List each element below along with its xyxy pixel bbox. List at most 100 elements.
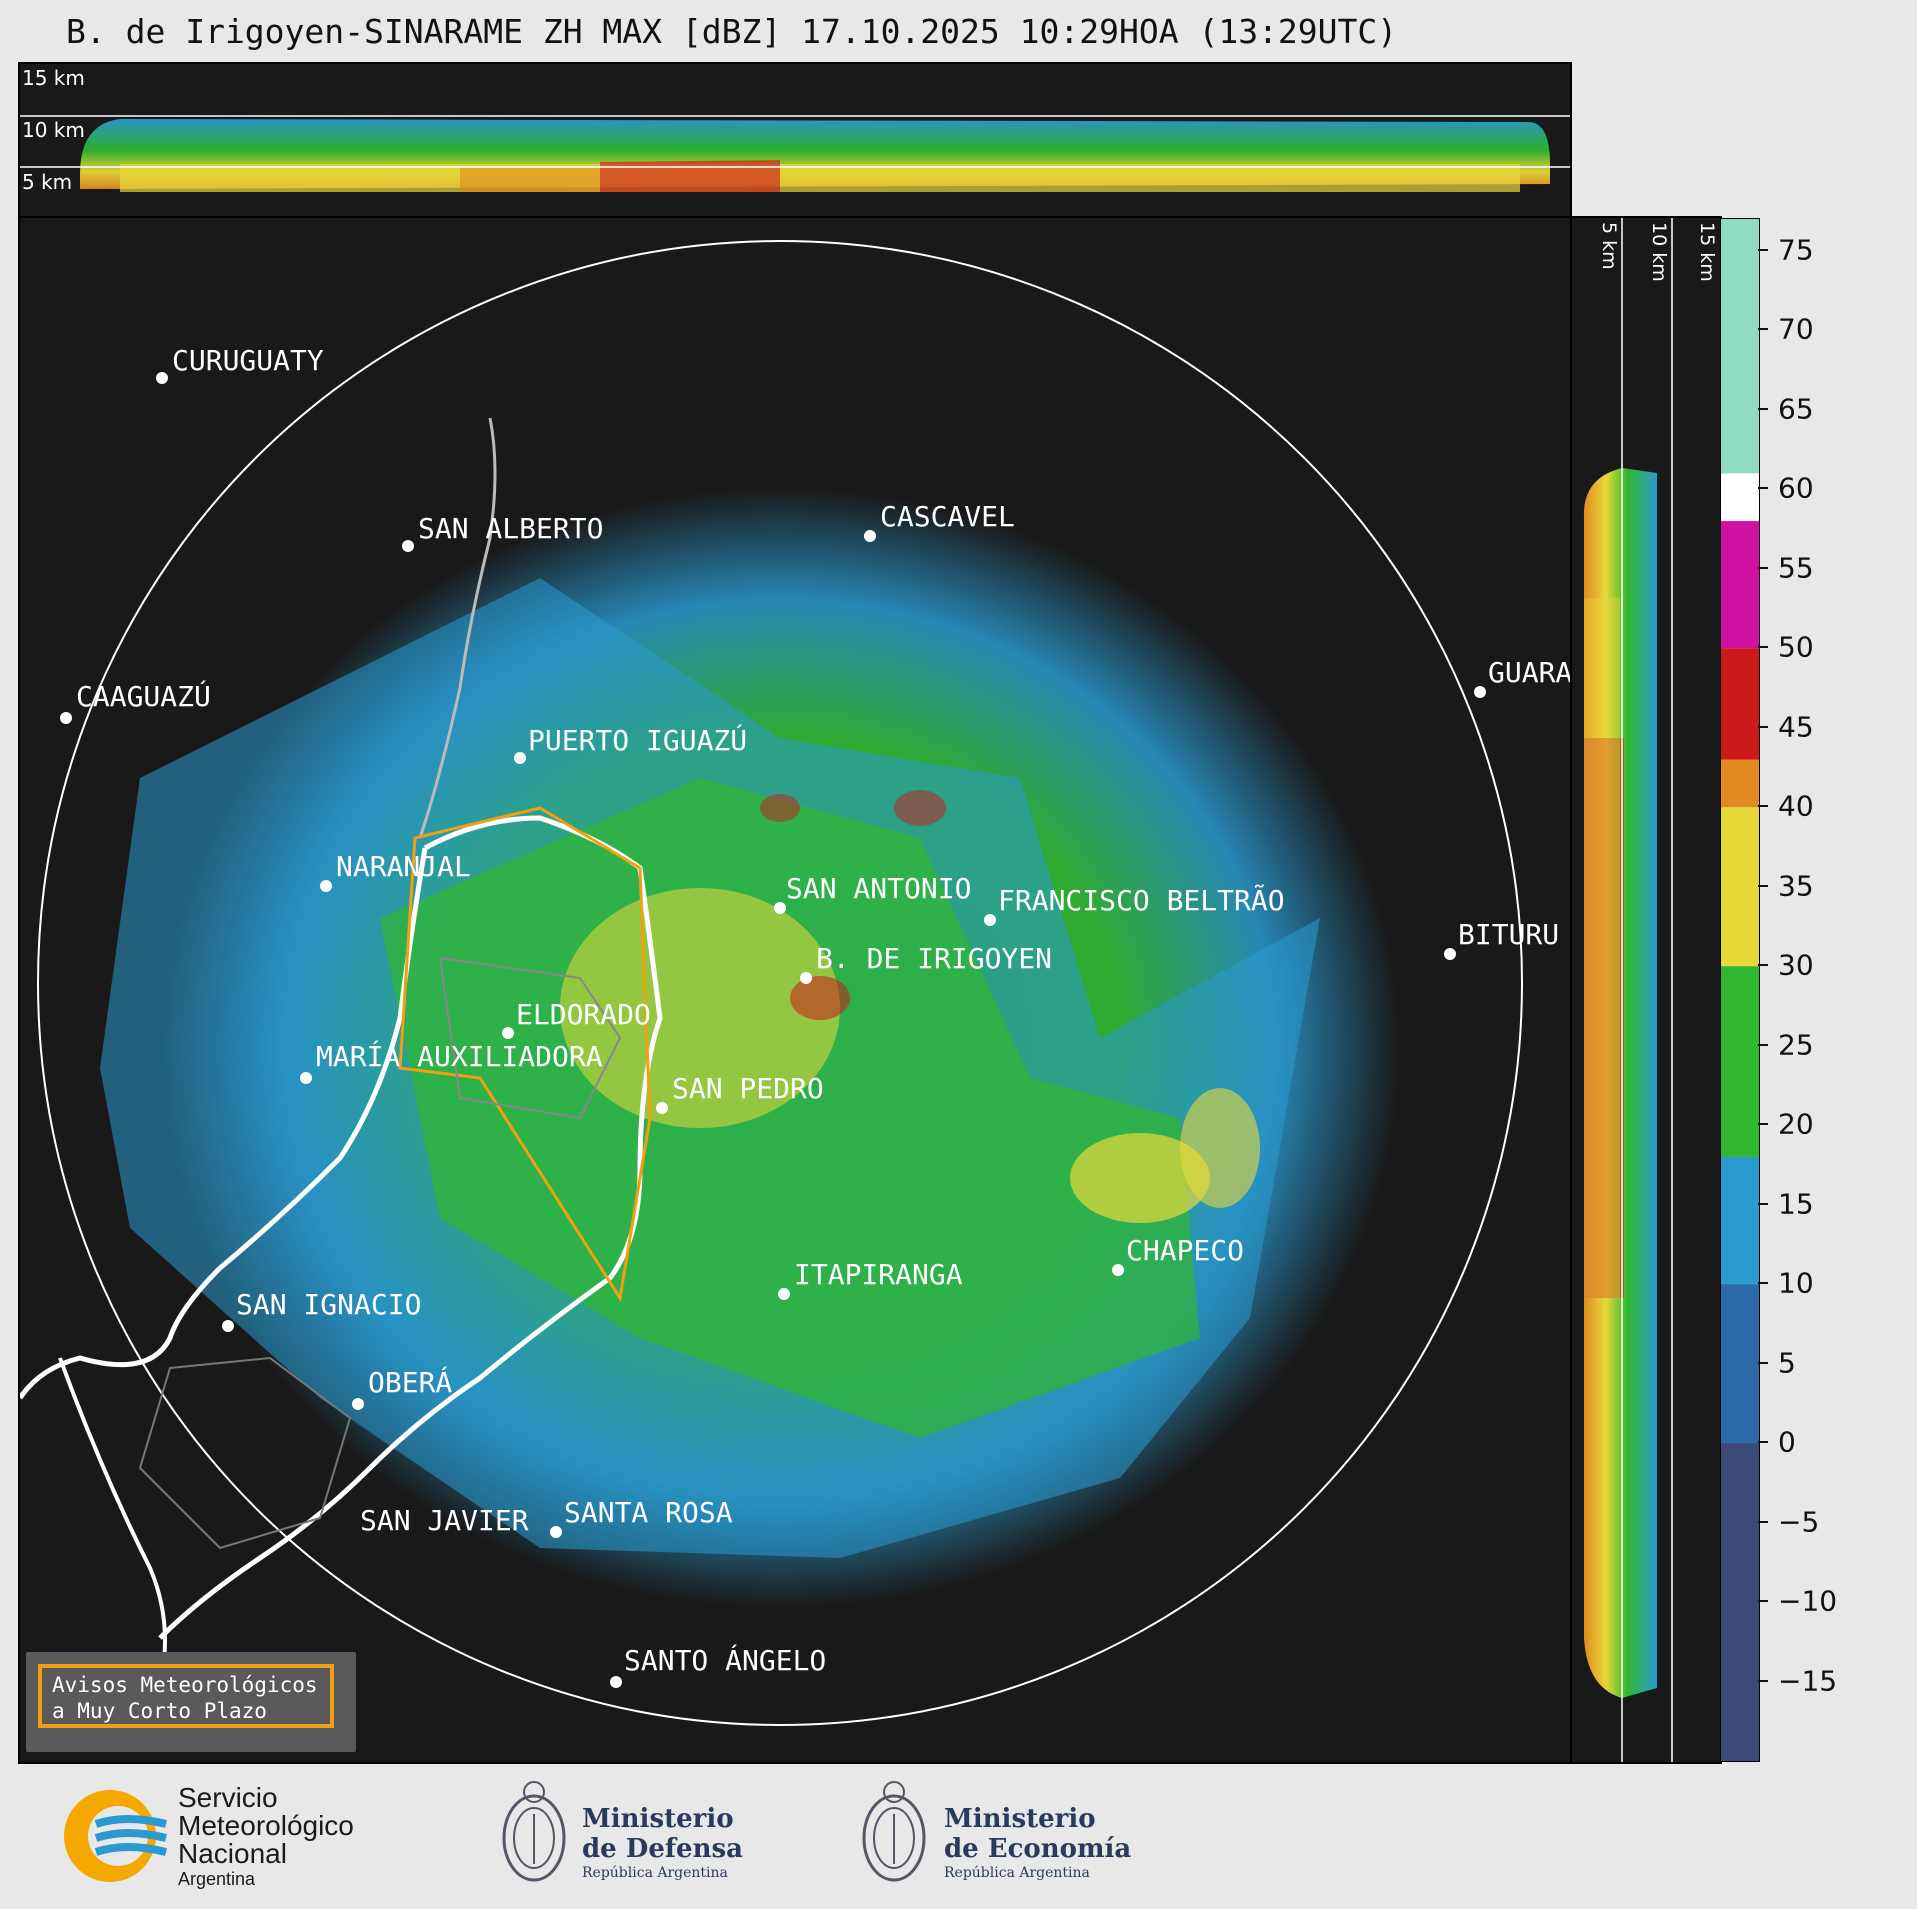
top-cross-section-plot — [20, 115, 1570, 192]
colorbar-tick-label: 60 — [1778, 471, 1814, 505]
colorbar-tick-mark — [1758, 964, 1768, 967]
colorbar-tick-label: 75 — [1778, 233, 1814, 267]
smn-line-4: Argentina — [178, 1869, 256, 1889]
colorbar-band — [1721, 807, 1759, 967]
city-marker-chapeco: CHAPECO — [1112, 1234, 1244, 1276]
city-marker-bituru: BITURU — [1444, 918, 1559, 960]
colorbar-tick-label: 40 — [1778, 789, 1814, 823]
city-marker-san-javier: SAN JAVIER — [360, 1504, 529, 1537]
city-marker-san-antonio: SAN ANTONIO — [774, 872, 971, 914]
city-label-francisco-beltrao: FRANCISCO BELTRÃO — [998, 884, 1285, 917]
colorbar-tick-label: 45 — [1778, 710, 1814, 744]
city-label-itapiranga: ITAPIRANGA — [794, 1258, 963, 1291]
city-label-eldorado: ELDORADO — [516, 998, 651, 1031]
colorbar-tick-mark — [1758, 566, 1768, 569]
city-label-chapeco: CHAPECO — [1126, 1234, 1244, 1267]
city-label-obera: OBERÁ — [368, 1365, 452, 1399]
colorbar-band — [1721, 1443, 1759, 1761]
colorbar-tick-mark — [1758, 248, 1768, 251]
city-label-caaguazu: CAAGUAZÚ — [76, 679, 211, 713]
colorbar-tick-label: 35 — [1778, 869, 1814, 903]
warnings-line-2: a Muy Corto Plazo — [52, 1699, 267, 1723]
city-marker-santo-angelo: SANTO ÁNGELO — [610, 1643, 826, 1688]
right-cross-section-plot — [1583, 218, 1673, 1762]
economia-line-3: República Argentina — [944, 1865, 1090, 1881]
city-label-bituru: BITURU — [1458, 918, 1559, 951]
city-label-san-ignacio: SAN IGNACIO — [236, 1288, 421, 1321]
colorbar-tick-label: 30 — [1778, 948, 1814, 982]
colorbar-band — [1721, 759, 1759, 808]
colorbar-tick-mark — [1758, 1123, 1768, 1126]
economia-line-1: Ministerio — [944, 1804, 1096, 1834]
map-title: B. de Irigoyen-SINARAME ZH MAX [dBZ] 17.… — [66, 12, 1398, 51]
city-marker-puerto-iguazu: PUERTO IGUAZÚ — [514, 723, 747, 764]
defensa-line-2: de Defensa — [582, 1834, 743, 1864]
colorbar-tick-label: 50 — [1778, 630, 1814, 664]
colorbar-tick-mark — [1758, 1679, 1768, 1682]
city-label-santo-angelo: SANTO ÁNGELO — [624, 1643, 826, 1677]
city-label-curuguaty: CURUGUATY — [172, 344, 324, 377]
defensa-line-3: República Argentina — [582, 1865, 728, 1881]
city-label-cascavel: CASCAVEL — [880, 500, 1015, 533]
reflectivity-colorbar — [1720, 218, 1760, 1762]
colorbar-tick-label: 5 — [1778, 1346, 1796, 1380]
warnings-line-1: Avisos Meteorológicos — [52, 1673, 318, 1697]
economia-line-2: de Economía — [944, 1834, 1132, 1864]
colorbar-tick-label: 25 — [1778, 1028, 1814, 1062]
colorbar-bands — [1721, 219, 1759, 1761]
city-label-puerto-iguazu: PUERTO IGUAZÚ — [528, 723, 747, 757]
city-label-santa-rosa: SANTA ROSA — [564, 1496, 733, 1529]
city-marker-b-de-irigoyen: B. DE IRIGOYEN — [800, 942, 1052, 984]
city-label-san-alberto: SAN ALBERTO — [418, 512, 603, 545]
smn-logo-icon — [64, 1790, 167, 1882]
colorbar-tick-mark — [1758, 1043, 1768, 1046]
radar-map-canvas: CURUGUATY SAN ALBERTO CASCAVEL CAAGUAZÚ … — [20, 240, 1570, 1726]
colorbar-tick-mark — [1758, 1202, 1768, 1205]
city-label-san-pedro: SAN PEDRO — [672, 1072, 824, 1105]
colorbar-tick-label: 10 — [1778, 1266, 1814, 1300]
colorbar-tick-label: −15 — [1778, 1664, 1838, 1697]
right-level-10km: 10 km — [1648, 222, 1670, 282]
right-cross-section: 5 km 10 km 15 km — [1570, 216, 1722, 1764]
colorbar-tick-mark — [1758, 1600, 1768, 1603]
top-level-5km: 5 km — [22, 170, 73, 194]
colorbar-tick-label: 15 — [1778, 1187, 1814, 1221]
city-label-guara: GUARA — [1488, 656, 1570, 689]
colorbar-tick-label: 65 — [1778, 392, 1814, 426]
colorbar-tick-mark — [1758, 407, 1768, 410]
city-marker-san-alberto: SAN ALBERTO — [402, 512, 603, 552]
city-label-maria-auxiliadora: MARÍA AUXILIADORA — [316, 1039, 603, 1073]
colorbar-tick-mark — [1758, 884, 1768, 887]
city-marker-francisco-beltrao: FRANCISCO BELTRÃO — [984, 884, 1285, 926]
colorbar-tick-mark — [1758, 805, 1768, 808]
top-cross-section: 15 km 10 km 5 km — [18, 62, 1572, 218]
city-label-b-de-irigoyen: B. DE IRIGOYEN — [816, 942, 1052, 975]
top-level-10km: 10 km — [22, 118, 85, 142]
city-label-naranjal: NARANJAL — [336, 850, 471, 883]
argentina-coat-of-arms-icon — [502, 1781, 566, 1882]
colorbar-tick-mark — [1758, 1282, 1768, 1285]
colorbar-tick-mark — [1758, 1361, 1768, 1364]
city-marker-caaguazu: CAAGUAZÚ — [60, 679, 211, 724]
smn-line-1: Servicio — [178, 1782, 278, 1813]
colorbar-tick-label: 20 — [1778, 1107, 1814, 1141]
colorbar-tick-label: 70 — [1778, 312, 1814, 346]
right-level-5km: 5 km — [1598, 222, 1620, 270]
colorbar-tick-mark — [1758, 1441, 1768, 1444]
colorbar-tick-mark — [1758, 1520, 1768, 1523]
smn-line-3: Nacional — [178, 1838, 287, 1869]
colorbar-band — [1721, 521, 1759, 649]
city-label-san-antonio: SAN ANTONIO — [786, 872, 971, 905]
radar-map: CURUGUATY SAN ALBERTO CASCAVEL CAAGUAZÚ … — [18, 216, 1572, 1764]
city-marker-itapiranga: ITAPIRANGA — [778, 1258, 963, 1300]
city-marker-san-pedro: SAN PEDRO — [656, 1072, 824, 1114]
city-marker-maria-auxiliadora: MARÍA AUXILIADORA — [300, 1039, 603, 1084]
colorbar-tick-mark — [1758, 487, 1768, 490]
city-marker-curuguaty: CURUGUATY — [156, 344, 324, 384]
colorbar-tick-label: −10 — [1778, 1584, 1838, 1618]
colorbar-tick-mark — [1758, 328, 1768, 331]
city-marker-guara: GUARA — [1474, 656, 1570, 698]
argentina-coat-of-arms-icon — [862, 1781, 926, 1882]
smn-line-2: Meteorológico — [178, 1810, 354, 1841]
city-marker-eldorado: ELDORADO — [502, 998, 651, 1039]
